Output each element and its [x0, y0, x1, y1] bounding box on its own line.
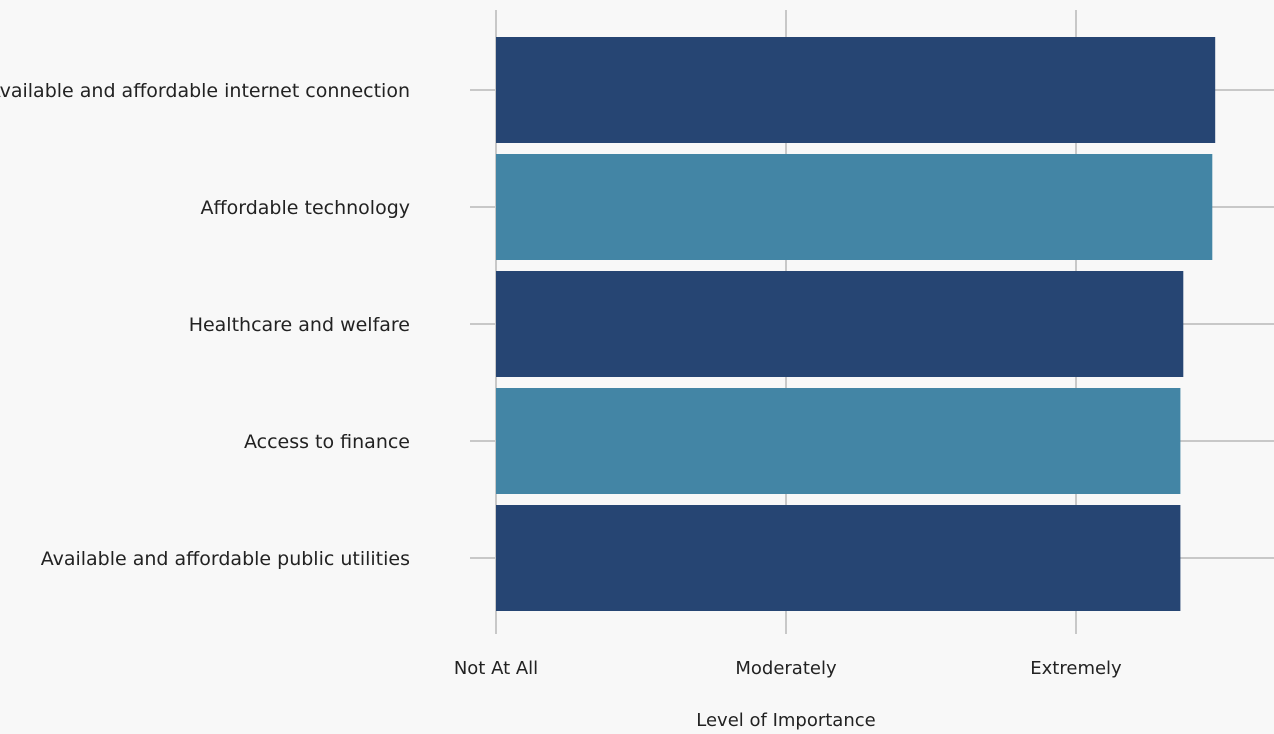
bars: [496, 37, 1216, 611]
x-tick-label: Moderately: [735, 658, 837, 679]
x-tick-label: Extremely: [1030, 658, 1122, 679]
bar: [496, 37, 1216, 143]
category-label: Affordable technology: [201, 197, 410, 219]
bar: [496, 271, 1184, 377]
bar: [496, 154, 1213, 260]
category-labels: Available and affordable internet connec…: [0, 80, 410, 570]
x-tick-labels: Not At All Moderately Extremely: [454, 658, 1122, 679]
category-label: Available and affordable internet connec…: [0, 80, 410, 102]
bar: [496, 388, 1181, 494]
category-label: Available and affordable public utilitie…: [41, 548, 410, 570]
x-axis-title: Level of Importance: [696, 710, 875, 731]
category-label: Access to finance: [244, 431, 410, 453]
bar: [496, 505, 1181, 611]
category-label: Healthcare and welfare: [189, 314, 410, 336]
x-tick-label: Not At All: [454, 658, 538, 679]
